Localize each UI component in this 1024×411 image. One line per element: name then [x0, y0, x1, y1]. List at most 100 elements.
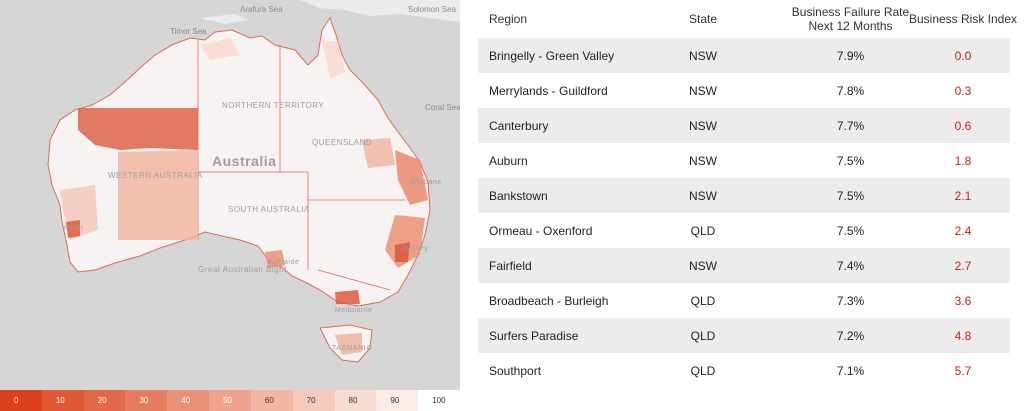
cell-risk-index: 0.6: [954, 118, 972, 133]
cell-state: NSW: [689, 83, 717, 98]
cell-state: QLD: [690, 223, 716, 238]
cell-failure-rate: 7.8%: [836, 83, 865, 98]
table-row[interactable]: Merrylands - Guildford NSW 7.8% 0.3: [478, 73, 1010, 108]
legend-cell: 0: [0, 390, 42, 411]
region-melbourne-cluster[interactable]: [335, 290, 360, 304]
cell-risk-index: 1.8: [954, 153, 972, 168]
cell-region: Auburn: [489, 153, 528, 168]
cell-risk-index: 2.1: [954, 188, 972, 203]
legend-cell: 90: [376, 390, 419, 411]
region-adelaide-cluster[interactable]: [265, 250, 285, 268]
legend-cell: 50: [209, 390, 251, 411]
cell-failure-rate: 7.5%: [836, 153, 865, 168]
cell-failure-rate: 7.4%: [836, 258, 865, 273]
cell-region: Fairfield: [489, 258, 532, 273]
cell-region: Southport: [489, 363, 542, 378]
risk-table: Region State Business Failure Rate Next …: [478, 0, 1017, 411]
header-state: State: [688, 12, 718, 26]
legend-cell: 60: [250, 390, 293, 411]
cell-failure-rate: 7.7%: [836, 118, 865, 133]
table-row[interactable]: Southport QLD 7.1% 5.7: [478, 353, 1010, 388]
cell-state: QLD: [690, 363, 716, 378]
sea-label-timor: Timor Sea: [170, 27, 207, 36]
table-row[interactable]: Bankstown NSW 7.5% 2.1: [478, 178, 1010, 213]
label-country: Australia: [212, 153, 276, 169]
cell-failure-rate: 7.1%: [836, 363, 865, 378]
label-great-australian-bight: Great Australian Bight: [198, 265, 287, 274]
cell-risk-index: 2.7: [954, 258, 972, 273]
region-sydney-cluster[interactable]: [395, 242, 410, 262]
region-perth-cluster[interactable]: [66, 220, 80, 238]
cell-state: NSW: [689, 188, 717, 203]
region-top-end[interactable]: [200, 38, 240, 60]
region-tasmania[interactable]: [335, 333, 362, 355]
table-row[interactable]: Auburn NSW 7.5% 1.8: [478, 143, 1010, 178]
color-legend: 0 10 20 30 40 50 60 70 80 90 100: [0, 390, 460, 411]
cell-failure-rate: 7.9%: [836, 48, 865, 63]
cell-failure-rate: 7.3%: [836, 293, 865, 308]
cell-region: Merrylands - Guildford: [489, 83, 608, 98]
sea-label-coral: Coral Sea: [425, 103, 460, 112]
label-south-australia: SOUTH AUSTRALIA: [228, 205, 310, 214]
label-western-australia: WESTERN AUSTRALIA: [108, 171, 203, 180]
cell-region: Canterbury: [489, 118, 549, 133]
table-row[interactable]: Ormeau - Oxenford QLD 7.5% 2.4: [478, 213, 1010, 248]
label-tasmania: TASMANIA: [332, 345, 371, 352]
cell-risk-index: 3.6: [954, 293, 972, 308]
table-row[interactable]: Canterbury NSW 7.7% 0.6: [478, 108, 1010, 143]
cell-region: Surfers Paradise: [489, 328, 579, 343]
header-region: Region: [489, 12, 528, 26]
table-row[interactable]: Fairfield NSW 7.4% 2.7: [478, 248, 1010, 283]
cell-risk-index: 4.8: [954, 328, 972, 343]
region-pilbara-high[interactable]: [78, 108, 198, 150]
legend-cell: 30: [125, 390, 168, 411]
cell-state: NSW: [689, 258, 717, 273]
header-failure-rate-line1: Business Failure Rate: [791, 5, 910, 19]
label-brisbane: Brisbane: [410, 179, 442, 186]
label-queensland: QUEENSLAND: [312, 138, 372, 147]
cell-region: Ormeau - Oxenford: [489, 223, 593, 238]
legend-cell: 20: [83, 390, 126, 411]
label-northern-territory: NORTHERN TERRITORY: [222, 101, 324, 110]
label-perth: Perth: [64, 225, 83, 232]
region-cape-york[interactable]: [322, 40, 345, 78]
label-melbourne: Melbourne: [335, 307, 373, 314]
cell-state: QLD: [690, 293, 716, 308]
nsw-vic-boundary: [317, 269, 391, 291]
cell-failure-rate: 7.5%: [836, 188, 865, 203]
region-qld-mid[interactable]: [362, 138, 395, 168]
cell-region: Bankstown: [489, 188, 548, 203]
cell-risk-index: 0.3: [954, 83, 972, 98]
choropleth-map[interactable]: Arafura Sea Timor Sea Solomon Sea Coral …: [0, 0, 460, 411]
header-risk-index: Business Risk Index: [908, 12, 1018, 26]
cell-state: NSW: [689, 153, 717, 168]
sea-label-solomon: Solomon Sea: [408, 5, 457, 14]
region-qld-coast[interactable]: [395, 150, 428, 205]
legend-cell: 80: [334, 390, 377, 411]
label-adelaide: Adelaide: [268, 259, 299, 266]
cell-failure-rate: 7.5%: [836, 223, 865, 238]
cell-risk-index: 5.7: [954, 363, 972, 378]
cell-failure-rate: 7.2%: [836, 328, 865, 343]
cell-risk-index: 0.0: [954, 48, 972, 63]
cell-risk-index: 2.4: [954, 223, 972, 238]
region-wa-mid[interactable]: [118, 150, 198, 240]
cell-region: Broadbeach - Burleigh: [489, 293, 609, 308]
table-row[interactable]: Bringelly - Green Valley NSW 7.9% 0.0: [478, 38, 1010, 73]
cell-state: NSW: [689, 118, 717, 133]
legend-cell: 100: [418, 390, 460, 411]
cell-state: QLD: [690, 328, 716, 343]
legend-cell: 40: [167, 390, 210, 411]
cell-state: NSW: [689, 48, 717, 63]
header-failure-rate: Business Failure Rate Next 12 Months: [758, 0, 943, 38]
legend-cell: 10: [41, 390, 84, 411]
cell-region: Bringelly - Green Valley: [489, 48, 615, 63]
timor-island: [200, 14, 250, 24]
new-guinea-landmass: [300, 0, 460, 22]
sea-label-arafura: Arafura Sea: [240, 5, 283, 14]
legend-cell: 70: [292, 390, 335, 411]
header-failure-rate-line2: Next 12 Months: [808, 19, 893, 33]
map-canvas[interactable]: Arafura Sea Timor Sea Solomon Sea Coral …: [0, 0, 460, 390]
table-row[interactable]: Broadbeach - Burleigh QLD 7.3% 3.6: [478, 283, 1010, 318]
table-row[interactable]: Surfers Paradise QLD 7.2% 4.8: [478, 318, 1010, 353]
